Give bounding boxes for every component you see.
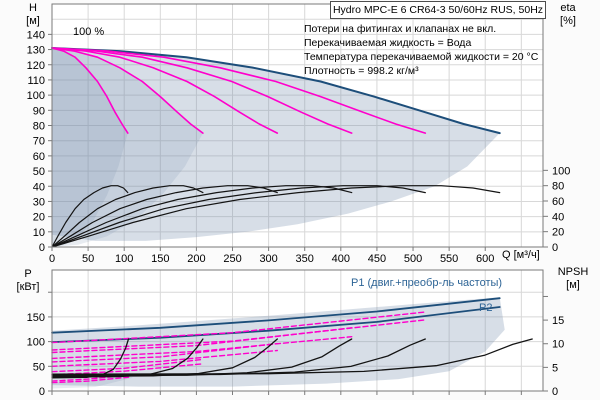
info-line-temperature: Температура перекачиваемой жидкости = 20… <box>304 51 539 63</box>
operating-envelope-fill <box>52 48 500 241</box>
y2-tick-label: 40 <box>552 211 564 223</box>
h-axis-symbol: H <box>29 2 37 14</box>
y-tick-label: 110 <box>27 75 45 87</box>
y2-tick-label: 60 <box>552 196 564 208</box>
x-tick-label: 550 <box>440 253 458 265</box>
x-tick-label: 450 <box>368 253 386 265</box>
y-tick-label: 10 <box>33 227 45 239</box>
eta-axis-symbol: eta <box>560 2 576 14</box>
power-npsh-chart: 0 50 100 150 0 5 10 15 <box>27 269 564 398</box>
x-tick-label: 300 <box>259 253 277 265</box>
x-tick-label: 250 <box>223 253 241 265</box>
x-tick-label: 100 <box>115 253 133 265</box>
y-tick-label: 100 <box>27 337 45 349</box>
eta-axis-label: eta [%] <box>553 2 583 28</box>
p2-curve-3-pumps <box>51 349 278 367</box>
speed-curve-4-pumps <box>51 47 353 134</box>
eta-curve-6-pumps <box>51 185 501 248</box>
y-tick-label: 90 <box>33 105 45 117</box>
info-line-liquid: Перекачиваемая жидкость = Вода <box>304 37 472 49</box>
chart-title: Hydro MPC-E 6 CR64-3 50/60Hz RUS, 50Hz <box>330 1 546 19</box>
y-tick-label: 20 <box>33 212 45 224</box>
p1-curve-6-pumps <box>51 297 501 334</box>
x-tick-label: 50 <box>82 253 94 265</box>
y-tick-label: 0 <box>39 242 45 254</box>
h-axis-label: H [м] <box>20 2 46 28</box>
y2-tick-label: 15 <box>552 315 564 327</box>
y2-tick-label: 80 <box>552 181 564 193</box>
y-tick-label: 150 <box>27 312 45 324</box>
y-tick-label: 140 <box>27 29 45 41</box>
speed-curve-1-pump <box>51 47 129 134</box>
x-tick-label: 400 <box>332 253 350 265</box>
y-tick-label: 120 <box>27 60 45 72</box>
p1-curve-5-pumps <box>51 311 426 344</box>
y-tick-label: 50 <box>33 166 45 178</box>
p2-curve-1-pump <box>51 376 130 384</box>
eta-axis-unit: [%] <box>560 15 576 27</box>
info-line-losses: Потери на фитингах и клапанах не вкл. <box>304 23 497 35</box>
npsh-axis-symbol: NPSH <box>557 266 589 278</box>
power-npsh-chart-border <box>51 269 544 392</box>
y-tick-label: 80 <box>33 121 45 133</box>
y-tick-label: 0 <box>39 386 45 398</box>
x-tick-label: 500 <box>404 253 422 265</box>
eta-curve-2-pumps <box>51 185 204 248</box>
y2-tick-label: 0 <box>552 242 558 254</box>
p1-curve-3-pumps <box>51 342 278 363</box>
speed-curve-5-pumps <box>51 47 427 134</box>
npsh-curve-5-pumps <box>51 338 426 376</box>
power-axis-unit: [кВт] <box>16 281 40 293</box>
npsh-curve-6-pumps <box>51 338 533 375</box>
x-tick-label: 0 <box>49 253 55 265</box>
y2-tick-label: 10 <box>552 339 564 351</box>
npsh-axis-unit: [м] <box>566 279 580 291</box>
power-axis-label: P [кВт] <box>10 268 46 294</box>
one-pump-envelope-fill <box>52 48 128 247</box>
y-tick-label: 100 <box>27 90 45 102</box>
p1-curve-2-pumps <box>51 358 204 373</box>
y2-tick-label: 0 <box>552 386 558 398</box>
p2-curve-4-pumps <box>51 336 353 360</box>
h-axis-unit: [м] <box>26 15 40 27</box>
hq-chart: 0 50 100 150 200 250 300 350 400 450 500 550 6000102… <box>27 3 570 265</box>
p1-curve-4-pumps <box>51 327 353 354</box>
y-tick-label: 130 <box>27 45 45 57</box>
y2-tick-label: 100 <box>552 165 570 177</box>
p2-curve-label: P2 <box>479 302 493 314</box>
y-tick-label: 50 <box>33 361 45 373</box>
info-line-density: Плотность = 998.2 кг/м³ <box>304 65 419 77</box>
speed-curve-2-pumps <box>51 47 204 134</box>
x-tick-label: 150 <box>151 253 169 265</box>
x-tick-label: 600 <box>476 253 494 265</box>
speed-100-percent-label: 100 % <box>73 26 105 38</box>
x-tick-label: 200 <box>187 253 205 265</box>
p1-curve-label: P1 (двиг.+преобр-ль частоты) <box>351 277 503 289</box>
eta-curve-3-pumps <box>51 185 278 248</box>
speed-curve-3-pumps <box>51 47 279 134</box>
y-tick-label: 60 <box>33 151 45 163</box>
eta-curve-1-pump <box>51 185 129 248</box>
x-tick-label: 350 <box>296 253 314 265</box>
npsh-axis-label: NPSH [м] <box>550 266 596 292</box>
y2-tick-label: 20 <box>552 227 564 239</box>
power-axis-symbol: P <box>24 268 32 280</box>
max-speed-curve-6-pumps <box>51 47 501 135</box>
q-axis-label: Q [м³/ч] <box>502 249 540 261</box>
y-tick-label: 70 <box>33 136 45 148</box>
y-tick-label: 40 <box>33 181 45 193</box>
y2-tick-label: 5 <box>552 362 558 374</box>
y-tick-label: 30 <box>33 196 45 208</box>
two-pump-envelope-fill <box>52 48 203 247</box>
p1-curve-1-pump <box>51 374 130 382</box>
